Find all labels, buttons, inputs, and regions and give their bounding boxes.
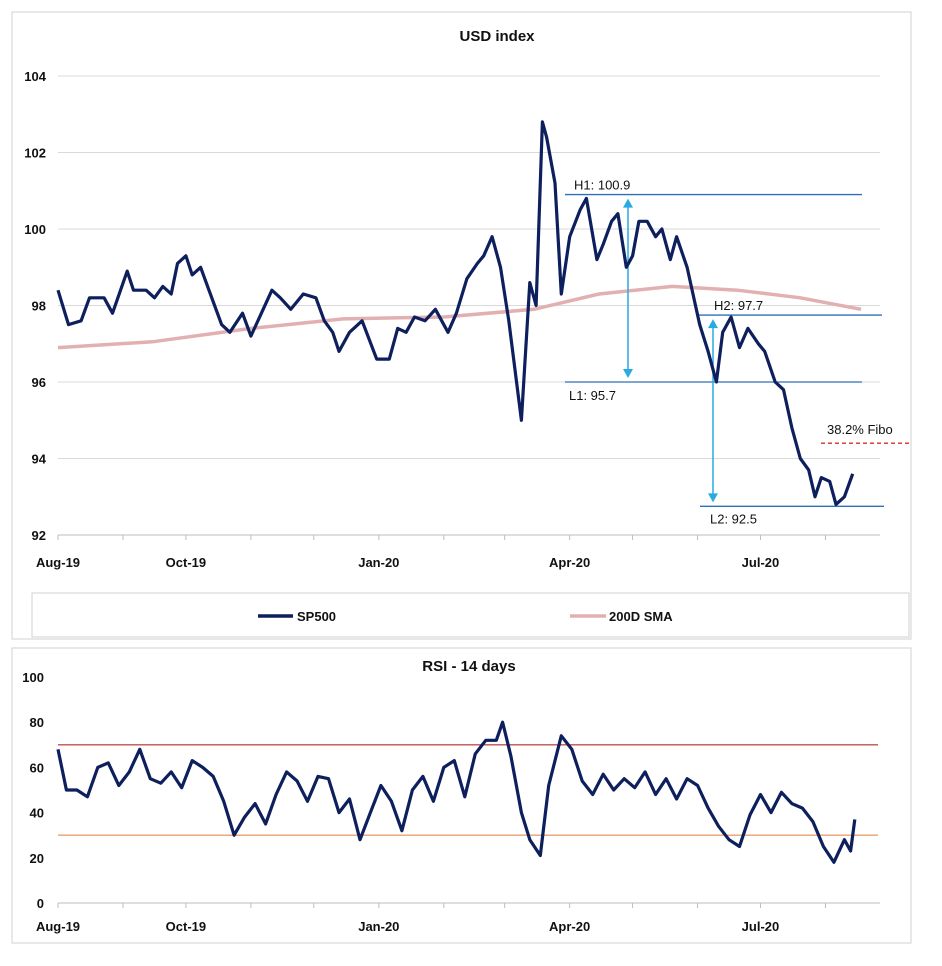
- y-tick-label: 40: [30, 806, 44, 821]
- x-tick-label: Oct-19: [166, 555, 206, 570]
- h1-label: H1: 100.9: [574, 178, 630, 193]
- x-tick-label: Jan-20: [358, 919, 399, 934]
- legend-label-sp500: SP500: [297, 609, 336, 624]
- rsi-chart-title: RSI - 14 days: [422, 658, 515, 675]
- y-tick-label: 100: [24, 222, 46, 237]
- y-tick-label: 100: [22, 670, 44, 685]
- y-tick-label: 94: [32, 452, 47, 467]
- usd-chart-title: USD index: [459, 28, 535, 45]
- x-tick-label: Jul-20: [742, 555, 780, 570]
- usd-x-axis-ticks: [57, 535, 826, 540]
- legend: [31, 592, 910, 638]
- y-tick-label: 20: [30, 851, 44, 866]
- y-tick-label: 96: [32, 375, 46, 390]
- x-tick-label: Aug-19: [36, 919, 80, 934]
- h2-label: H2: 97.7: [714, 298, 763, 313]
- rsi-chart-frame: [11, 647, 912, 944]
- arrow-head-up-icon: [623, 198, 633, 208]
- legend-label-sma: 200D SMA: [609, 609, 673, 624]
- rsi-x-tick-labels: Aug-19 Oct-19 Jan-20 Apr-20 Jul-20: [36, 919, 779, 934]
- y-tick-label: 104: [24, 69, 46, 84]
- l1-label: L1: 95.7: [569, 388, 616, 403]
- rsi-line: [56, 720, 857, 864]
- y-tick-label: 80: [30, 715, 44, 730]
- x-tick-label: Apr-20: [549, 919, 590, 934]
- usd-annotations: H1: 100.9 L1: 95.7 H2: 97.7 L2: 92.5 38.…: [565, 178, 910, 526]
- x-tick-label: Jul-20: [742, 919, 780, 934]
- x-tick-label: Apr-20: [549, 555, 590, 570]
- x-tick-label: Jan-20: [358, 555, 399, 570]
- rsi-y-tick-labels: 0 20 40 60 80 100: [22, 670, 44, 911]
- arrow-head-down-icon: [623, 369, 633, 378]
- y-tick-label: 0: [37, 896, 44, 911]
- fibo-label: 38.2% Fibo: [827, 422, 893, 437]
- usd-gridlines: [58, 75, 880, 459]
- usd-index-line: [56, 120, 855, 506]
- usd-y-tick-labels: 92 94 96 98 100 102 104: [24, 69, 46, 543]
- y-tick-label: 98: [32, 299, 46, 314]
- x-tick-label: Aug-19: [36, 555, 80, 570]
- x-tick-label: Oct-19: [166, 919, 206, 934]
- rsi-x-axis-ticks: [57, 903, 826, 908]
- usd-chart-frame: [11, 11, 912, 640]
- usd-sma-line: [57, 284, 862, 350]
- usd-x-tick-labels: Aug-19 Oct-19 Jan-20 Apr-20 Jul-20: [36, 555, 779, 570]
- y-tick-label: 92: [32, 528, 46, 543]
- arrow-head-down-icon: [708, 493, 718, 503]
- l2-label: L2: 92.5: [710, 511, 757, 526]
- arrow-head-up-icon: [708, 319, 718, 329]
- y-tick-label: 60: [30, 760, 44, 775]
- y-tick-label: 102: [24, 146, 46, 161]
